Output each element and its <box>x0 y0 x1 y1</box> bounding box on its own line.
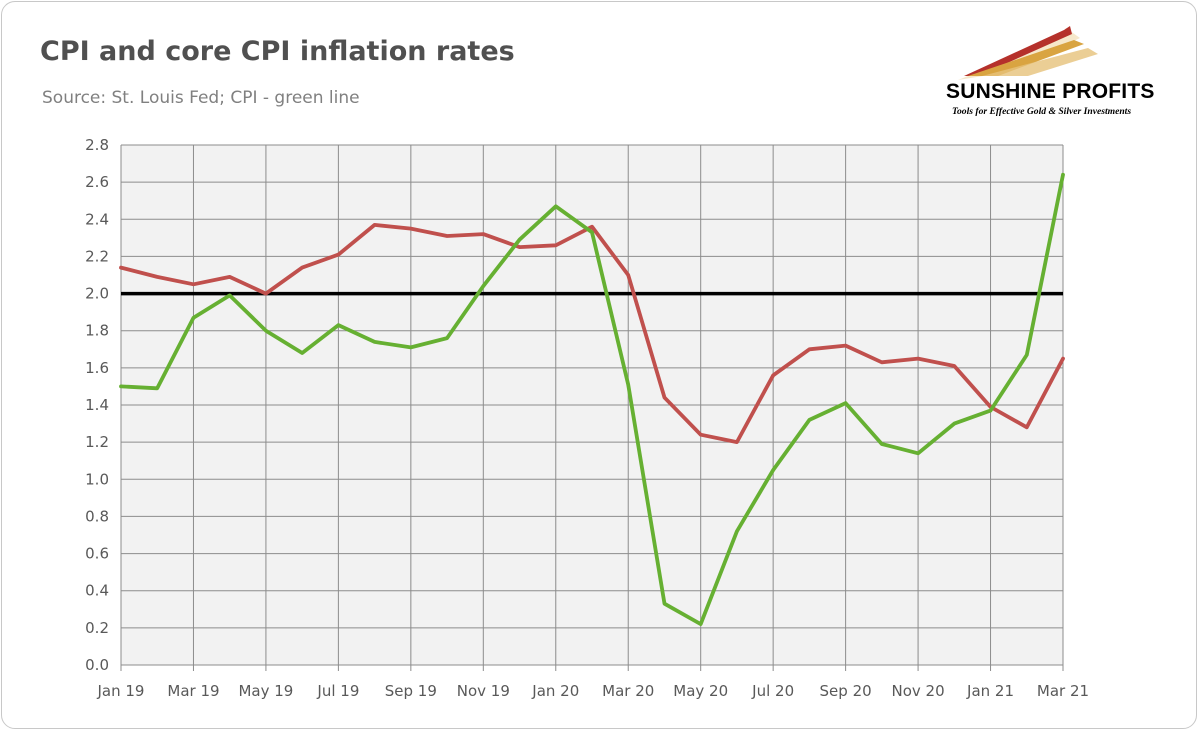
y-tick-label: 2.2 <box>85 247 109 265</box>
x-tick-label: Jan 20 <box>531 682 579 700</box>
y-tick-label: 0.2 <box>85 619 109 637</box>
y-tick-label: 2.4 <box>85 210 109 228</box>
x-tick-label: Mar 19 <box>167 682 219 700</box>
x-tick-label: Jan 19 <box>97 682 145 700</box>
y-tick-label: 1.4 <box>85 396 109 414</box>
y-tick-label: 1.6 <box>85 359 109 377</box>
x-tick-label: Mar 20 <box>602 682 654 700</box>
y-tick-label: 2.6 <box>85 173 109 191</box>
x-tick-label: Sep 20 <box>820 682 872 700</box>
x-tick-label: Nov 19 <box>457 682 510 700</box>
logo-wordmark-rest: PROFITS <box>1056 80 1155 103</box>
logo-wordmark: SUNSHINE PROFITS <box>946 80 1176 104</box>
x-tick-label: May 20 <box>673 682 728 700</box>
y-tick-label: 0.4 <box>85 582 109 600</box>
x-tick-label: Jan 21 <box>966 682 1014 700</box>
x-tick-label: Jul 19 <box>316 682 359 700</box>
y-tick-label: 1.8 <box>85 322 109 340</box>
core-cpi-series-line <box>119 222 1065 445</box>
chart-subtitle: Source: St. Louis Fed; CPI - green line <box>42 88 360 108</box>
logo-wordmark-bold: SUNSHINE <box>946 80 1057 103</box>
y-tick-label: 2.8 <box>85 136 109 154</box>
x-tick-label: Nov 20 <box>892 682 945 700</box>
y-tick-label: 1.0 <box>85 470 109 488</box>
chart-title: CPI and core CPI inflation rates <box>40 36 515 67</box>
cpi-series-line <box>119 172 1065 626</box>
logo-tagline: Tools for Effective Gold & Silver Invest… <box>952 106 1132 117</box>
y-tick-label: 0.6 <box>85 545 109 563</box>
y-tick-label: 1.2 <box>85 433 109 451</box>
x-tick-label: May 19 <box>238 682 293 700</box>
x-tick-label: Jul 20 <box>751 682 794 700</box>
y-tick-label: 0.8 <box>85 507 109 525</box>
sunshine-profits-logo-icon <box>958 26 1098 80</box>
y-tick-label: 2.0 <box>85 285 109 303</box>
x-tick-label: Sep 19 <box>385 682 437 700</box>
y-tick-label: 0.0 <box>85 656 109 674</box>
x-tick-label: Mar 21 <box>1037 682 1089 700</box>
